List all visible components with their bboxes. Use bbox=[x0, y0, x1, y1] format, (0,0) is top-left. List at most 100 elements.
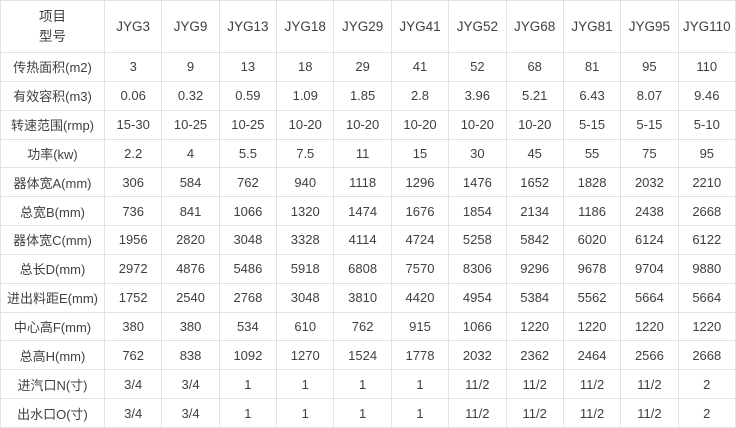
table-cell: 6122 bbox=[677, 225, 736, 255]
table-cell: 18 bbox=[276, 52, 335, 82]
table-cell: 55 bbox=[562, 138, 622, 169]
table-cell: 5562 bbox=[562, 282, 622, 313]
row-header: 转速范围(rmp) bbox=[0, 109, 105, 140]
row-header: 出水口O(寸) bbox=[0, 398, 105, 428]
table-cell: 5486 bbox=[218, 253, 278, 284]
table-cell: 762 bbox=[218, 167, 278, 198]
column-header: JYG110 bbox=[677, 0, 736, 53]
table-cell: 1 bbox=[276, 369, 335, 400]
table-cell: 11/2 bbox=[505, 369, 564, 400]
table-row: 有效容积(m3) 0.06 0.32 0.59 1.09 1.85 2.8 3.96 5.21 6… bbox=[0, 80, 736, 111]
table-cell: 7570 bbox=[390, 253, 450, 284]
table-cell: 1 bbox=[218, 369, 278, 400]
table-cell: 5-15 bbox=[620, 109, 679, 140]
corner-label-model: 型号 bbox=[39, 28, 66, 44]
table-cell: 1 bbox=[333, 369, 392, 400]
table-cell: 3328 bbox=[276, 225, 335, 255]
column-header: JYG18 bbox=[276, 0, 335, 53]
header-row: 项目 型号 JYG3 JYG9 JYG13 JYG18 JYG29 JYG41 JYG52 JYG… bbox=[0, 0, 736, 53]
table-cell: 6020 bbox=[562, 225, 622, 255]
table-cell: 2 bbox=[677, 398, 736, 428]
table-cell: 81 bbox=[562, 52, 622, 82]
table-cell: 11 bbox=[333, 138, 392, 169]
table-cell: 1220 bbox=[620, 311, 679, 342]
table-cell: 6808 bbox=[333, 253, 392, 284]
table-cell: 110 bbox=[677, 52, 736, 82]
table-cell: 1524 bbox=[333, 340, 392, 371]
table-cell: 4876 bbox=[161, 253, 220, 284]
column-header: JYG52 bbox=[448, 0, 507, 53]
table-cell: 1270 bbox=[276, 340, 335, 371]
table-cell: 3810 bbox=[333, 282, 392, 313]
table-cell: 380 bbox=[103, 311, 163, 342]
table-cell: 2972 bbox=[103, 253, 163, 284]
table-cell: 3/4 bbox=[103, 398, 163, 428]
table-cell: 380 bbox=[161, 311, 220, 342]
table-cell: 3048 bbox=[276, 282, 335, 313]
table-row: 中心高F(mm) 380 380 534 610 762 915 1066 1220 1220 12… bbox=[0, 311, 736, 342]
table-cell: 1092 bbox=[218, 340, 278, 371]
table-cell: 11/2 bbox=[620, 398, 679, 428]
table-row: 出水口O(寸) 3/4 3/4 1 1 1 1 11/2 11/2 11/2 11/2 2 bbox=[0, 398, 736, 428]
table-cell: 10-25 bbox=[218, 109, 278, 140]
table-corner-header: 项目 型号 bbox=[0, 0, 105, 53]
table-cell: 5842 bbox=[505, 225, 564, 255]
row-header: 传热面积(m2) bbox=[0, 52, 105, 82]
table-cell: 4114 bbox=[333, 225, 392, 255]
row-header: 器体宽A(mm) bbox=[0, 167, 105, 198]
table-cell: 15-30 bbox=[103, 109, 163, 140]
table-row: 传热面积(m2) 3 9 13 18 29 41 52 68 81 95 110 bbox=[0, 52, 736, 82]
table-cell: 2 bbox=[677, 369, 736, 400]
table-cell: 6124 bbox=[620, 225, 679, 255]
table-cell: 3/4 bbox=[161, 369, 220, 400]
row-header: 功率(kw) bbox=[0, 138, 105, 169]
table-cell: 1220 bbox=[677, 311, 736, 342]
table-cell: 5664 bbox=[677, 282, 736, 313]
table-row: 器体宽C(mm) 1956 2820 3048 3328 4114 4724 5258 5842… bbox=[0, 225, 736, 255]
table-cell: 10-20 bbox=[333, 109, 392, 140]
table-cell: 5.5 bbox=[218, 138, 278, 169]
table-cell: 11/2 bbox=[562, 369, 622, 400]
table-cell: 2464 bbox=[562, 340, 622, 371]
row-header: 进汽口N(寸) bbox=[0, 369, 105, 400]
table-cell: 10-25 bbox=[161, 109, 220, 140]
table-cell: 1 bbox=[390, 369, 450, 400]
table-cell: 2.8 bbox=[390, 80, 450, 111]
table-cell: 9880 bbox=[677, 253, 736, 284]
table-cell: 2438 bbox=[620, 196, 679, 227]
table-cell: 841 bbox=[161, 196, 220, 227]
table-cell: 1 bbox=[218, 398, 278, 428]
table-cell: 1752 bbox=[103, 282, 163, 313]
table-cell: 6.43 bbox=[562, 80, 622, 111]
table-cell: 2768 bbox=[218, 282, 278, 313]
table-cell: 1 bbox=[390, 398, 450, 428]
table-cell: 5258 bbox=[448, 225, 507, 255]
table-cell: 5384 bbox=[505, 282, 564, 313]
table-cell: 1828 bbox=[562, 167, 622, 198]
column-header: JYG81 bbox=[562, 0, 622, 53]
table-cell: 13 bbox=[218, 52, 278, 82]
table-cell: 762 bbox=[333, 311, 392, 342]
table-cell: 736 bbox=[103, 196, 163, 227]
table-cell: 75 bbox=[620, 138, 679, 169]
column-header: JYG9 bbox=[161, 0, 220, 53]
table-cell: 10-20 bbox=[505, 109, 564, 140]
table-cell: 45 bbox=[505, 138, 564, 169]
table-cell: 2210 bbox=[677, 167, 736, 198]
table-cell: 2032 bbox=[620, 167, 679, 198]
column-header: JYG29 bbox=[333, 0, 392, 53]
row-header: 进出料距E(mm) bbox=[0, 282, 105, 313]
table-cell: 9296 bbox=[505, 253, 564, 284]
table-cell: 1.09 bbox=[276, 80, 335, 111]
table-cell: 762 bbox=[103, 340, 163, 371]
table-cell: 1956 bbox=[103, 225, 163, 255]
table-cell: 0.32 bbox=[161, 80, 220, 111]
table-cell: 11/2 bbox=[505, 398, 564, 428]
table-cell: 10-20 bbox=[390, 109, 450, 140]
table-cell: 2134 bbox=[505, 196, 564, 227]
table-cell: 3 bbox=[103, 52, 163, 82]
table-cell: 584 bbox=[161, 167, 220, 198]
column-header: JYG41 bbox=[390, 0, 450, 53]
table-cell: 4724 bbox=[390, 225, 450, 255]
table-cell: 1066 bbox=[218, 196, 278, 227]
